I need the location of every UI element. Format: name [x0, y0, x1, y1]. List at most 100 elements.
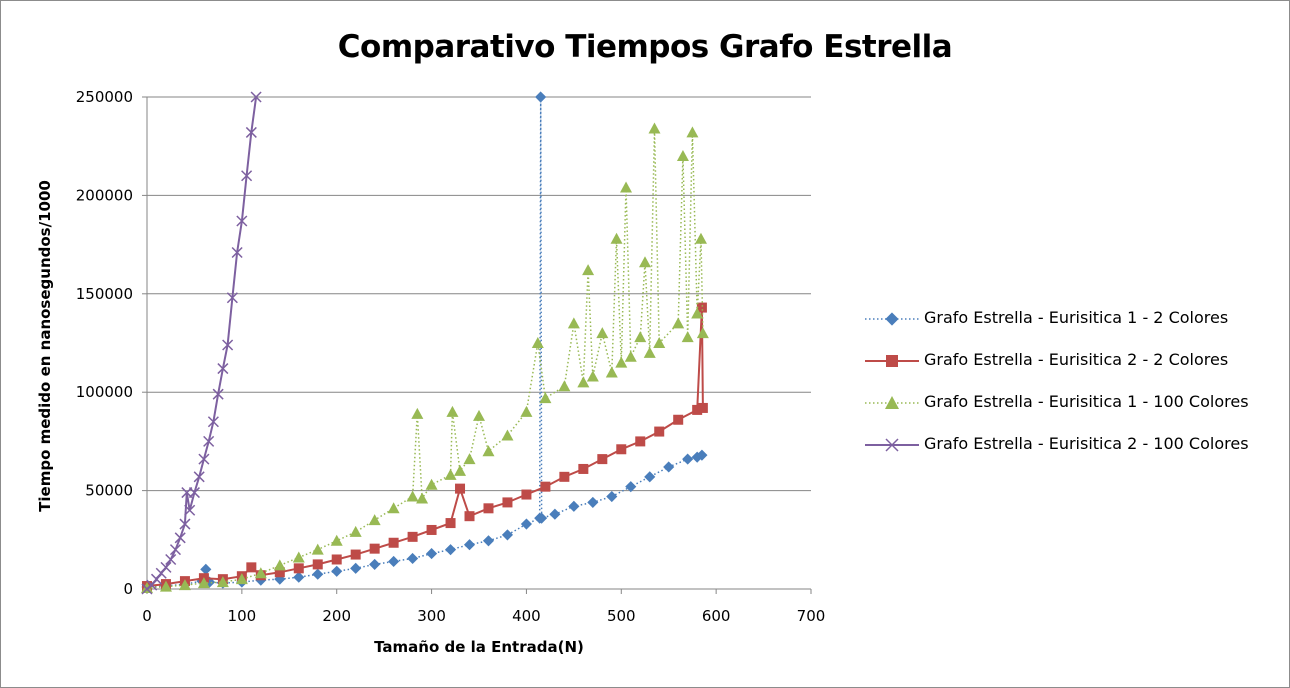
series-group — [141, 91, 709, 595]
data-point-triangle — [596, 327, 609, 339]
data-point-triangle — [141, 582, 153, 594]
data-point-x — [203, 435, 215, 447]
data-point-diamond — [682, 453, 694, 465]
legend-item: Grafo Estrella - Eurisitica 2 - 100 Colo… — [861, 427, 1281, 469]
data-point-square — [293, 563, 304, 574]
data-point-diamond — [606, 490, 618, 503]
x-marker-stroke — [169, 544, 181, 556]
data-point-triangle — [454, 464, 467, 476]
data-point-square — [445, 518, 456, 529]
x-marker-stroke — [217, 363, 229, 375]
data-point-square — [578, 463, 589, 474]
data-point-triangle — [643, 346, 656, 358]
y-tick-label: 0 — [123, 580, 133, 598]
x-marker-stroke — [198, 453, 210, 465]
x-marker-stroke — [155, 567, 167, 579]
data-point-triangle — [292, 551, 305, 563]
data-point-triangle — [446, 405, 459, 417]
data-point-square — [246, 562, 257, 573]
y-tick-label: 200000 — [76, 186, 133, 204]
data-point-triangle — [605, 366, 618, 378]
x-marker-stroke — [188, 487, 200, 499]
data-point-triangle — [254, 567, 267, 579]
data-point-diamond — [587, 496, 599, 508]
data-point-triangle — [653, 337, 666, 348]
chart-title: Comparativo Tiempos Grafo Estrella — [337, 29, 953, 65]
data-point-triangle — [520, 405, 533, 417]
data-point-triangle — [681, 331, 694, 343]
data-point-x — [146, 579, 158, 591]
data-point-square — [388, 537, 399, 548]
data-point-x — [222, 339, 234, 351]
series-1 — [141, 91, 708, 593]
grid-lines — [147, 96, 811, 492]
data-point-triangle — [615, 356, 628, 368]
legend-swatch-x — [865, 438, 919, 452]
data-point-diamond — [444, 544, 457, 556]
x-marker-stroke — [231, 246, 243, 259]
data-point-triangle — [696, 327, 709, 339]
data-point-x — [188, 487, 200, 499]
data-point-x — [179, 518, 191, 530]
data-point-x — [207, 416, 219, 428]
data-point-triangle — [539, 392, 552, 404]
data-point-triangle — [531, 337, 544, 348]
data-point-triangle — [311, 543, 324, 555]
series-4 — [141, 91, 262, 595]
data-point-triangle — [620, 181, 633, 193]
data-point-square — [331, 554, 342, 565]
data-point-diamond — [663, 461, 675, 473]
data-point-triangle — [406, 490, 419, 502]
data-point-square — [502, 497, 513, 508]
data-point-triangle — [501, 429, 514, 441]
x-marker-stroke — [193, 471, 205, 483]
legend-label: Grafo Estrella - Eurisitica 1 - 2 Colore… — [924, 308, 1229, 327]
data-point-triangle — [586, 370, 599, 382]
data-point-square — [697, 402, 708, 413]
data-point-triangle — [672, 317, 685, 329]
data-point-square — [464, 511, 475, 522]
data-point-x — [231, 246, 243, 259]
x-marker-stroke — [165, 553, 177, 566]
y-tick-label: 50000 — [85, 482, 133, 500]
data-point-square — [369, 543, 380, 554]
data-point-square — [350, 549, 361, 560]
data-point-square — [426, 524, 437, 535]
data-point-triangle — [648, 122, 661, 134]
legend-marker — [885, 438, 899, 452]
data-point-triangle — [159, 580, 172, 592]
data-point-triangle — [387, 502, 400, 514]
data-point-x — [150, 573, 163, 585]
data-point-square — [521, 489, 532, 500]
data-point-diamond — [312, 568, 324, 580]
x-tick-label: 600 — [702, 607, 731, 625]
data-point-x — [236, 215, 248, 227]
data-point-square — [540, 481, 551, 492]
data-point-x — [250, 91, 262, 103]
x-tick-label: 100 — [228, 607, 257, 625]
data-point-triangle — [416, 492, 429, 504]
data-point-triangle — [235, 573, 248, 585]
data-point-x — [174, 532, 186, 544]
x-marker-stroke — [174, 532, 186, 544]
data-point-triangle — [216, 576, 229, 588]
x-marker-stroke — [179, 518, 191, 530]
x-marker-stroke — [885, 438, 899, 452]
x-tick-label: 300 — [417, 607, 446, 625]
data-point-diamond — [568, 500, 580, 512]
x-tick-label: 0 — [142, 607, 152, 625]
data-point-triangle — [676, 150, 689, 162]
x-tick-label: 400 — [512, 607, 541, 625]
series-2 — [142, 302, 708, 592]
data-point-triangle — [691, 307, 704, 319]
x-marker-stroke — [250, 91, 262, 103]
data-point-triangle — [694, 232, 707, 244]
data-point-diamond — [696, 449, 708, 461]
data-point-square — [559, 471, 570, 482]
data-point-triangle — [330, 534, 343, 546]
x-marker-stroke — [184, 504, 196, 516]
data-point-square — [635, 436, 646, 447]
legend-swatch-diamond — [865, 312, 919, 326]
data-point-triangle — [558, 380, 571, 392]
